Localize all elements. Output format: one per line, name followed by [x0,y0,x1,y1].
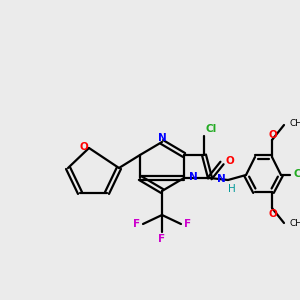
Text: F: F [158,234,166,244]
Text: Cl: Cl [205,124,216,134]
Text: O: O [80,142,88,152]
Text: F: F [133,219,140,229]
Text: O: O [268,130,278,140]
Text: H: H [228,184,236,194]
Text: N: N [189,172,198,182]
Text: F: F [184,219,191,229]
Text: CH₃: CH₃ [289,118,300,127]
Text: O: O [268,209,278,219]
Text: O: O [225,156,234,166]
Text: Cl: Cl [293,169,300,179]
Text: N: N [158,133,166,143]
Text: CH₃: CH₃ [289,220,300,229]
Text: N: N [217,174,226,184]
